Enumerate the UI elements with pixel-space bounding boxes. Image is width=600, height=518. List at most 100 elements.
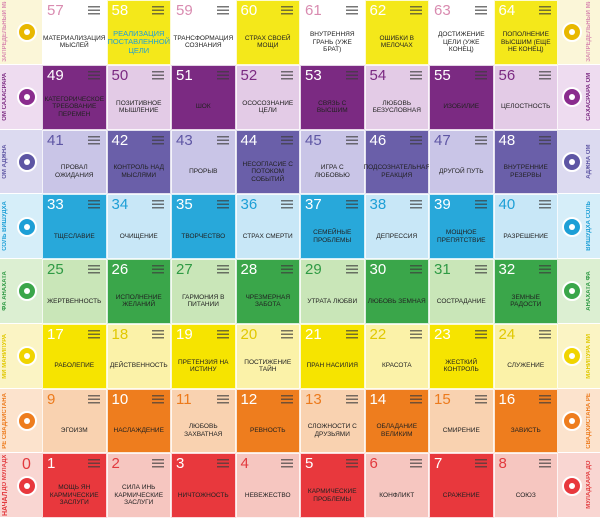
- cell-number: 23: [434, 325, 451, 343]
- cell-number: 8: [498, 455, 507, 473]
- side-panel: МАНИПУРА МИ: [558, 323, 600, 389]
- cell-text: ДОСТИЖЕНИЕ ЦЕЛИ (УЖЕ КОНЕЦ): [437, 31, 485, 54]
- hexagram-icon: [152, 6, 164, 15]
- hexagram-icon: [87, 394, 100, 404]
- cell-text: ОЧИЩЕНИЕ: [119, 232, 158, 240]
- cell-text: НАСЛАЖДЕНИЕ: [113, 427, 164, 435]
- cell-number: 17: [47, 325, 64, 343]
- cell-number: 62: [369, 2, 387, 19]
- hexagram-icon: [474, 394, 487, 404]
- cell-text: ШОК: [195, 103, 211, 111]
- cell-text: СЕМЕЙНЫЕ ПРОБЛЕМЫ: [313, 229, 352, 244]
- hexagram-icon: [216, 329, 229, 339]
- board-cell: 57 МАТЕРИАЛИЗАЦИЯ МЫСЛЕЙ: [42, 0, 107, 65]
- cell-text: СОСТРАДАНИЕ: [436, 297, 486, 305]
- cell-number: 14: [369, 390, 387, 408]
- cell-text: ЛЮБОВЬ БЕЗУСЛОВНАЯ: [372, 99, 421, 115]
- board-cell: 30 ЛЮБОВЬ ЗЕМНАЯ: [364, 259, 429, 324]
- chakra-icon: [17, 281, 37, 302]
- cell-text: ВНУТРЕННИЕ РЕЗЕРВЫ: [503, 164, 548, 179]
- board-cell: 9 ЭГОИЗМ: [42, 388, 107, 454]
- side-panel: ФА АНАХАТА: [0, 259, 42, 324]
- cell-text: СИЛА ИНЬ КАРМИЧЕСКИЕ ЗАСЛУГИ: [114, 484, 164, 507]
- board-cell: 45 ИГРА С ЛЮБОВЬЮ: [300, 129, 365, 195]
- board-cell: 33 ТЩЕСЛАВИЕ: [42, 194, 107, 259]
- chakra-icon: [562, 87, 582, 108]
- hexagram-icon: [281, 459, 293, 469]
- hexagram-icon: [474, 6, 487, 15]
- chakra-label: ОМ АДЖНА: [2, 144, 8, 179]
- cell-text: ЖЕРТВЕННОСТЬ: [47, 297, 102, 305]
- board-cell: 63 ДОСТИЖЕНИЕ ЦЕЛИ (УЖЕ КОНЕЦ): [429, 0, 494, 65]
- cell-number: 43: [176, 131, 193, 149]
- cell-number: 6: [369, 455, 378, 473]
- cell-text: СМИРЕНИЕ: [442, 427, 480, 435]
- board-cell: 4 НЕВЕЖЕСТВО: [235, 453, 300, 518]
- side-panel: РЕ СВАДХИСТАНА: [0, 388, 42, 454]
- cell-text: КОНТРОЛЬ НАД МЫСЛЯМИ: [113, 164, 165, 179]
- board-cell: 48 ВНУТРЕННИЕ РЕЗЕРВЫ: [493, 129, 558, 195]
- cell-number: 35: [176, 196, 193, 214]
- board-cell: 2 СИЛА ИНЬ КАРМИЧЕСКИЕ ЗАСЛУГИ: [106, 453, 171, 518]
- hexagram-icon: [216, 6, 229, 15]
- cell-number: 51: [176, 66, 193, 84]
- cell-number: 12: [240, 390, 258, 408]
- chakra-icon: [17, 151, 37, 172]
- cell-text: НИЧТОЖНОСТЬ: [177, 491, 229, 499]
- cell-number: 52: [240, 66, 258, 84]
- cell-number: 59: [176, 2, 193, 19]
- hexagram-icon: [410, 329, 422, 339]
- hexagram-icon: [345, 135, 358, 145]
- hexagram-icon: [539, 265, 551, 274]
- hexagram-icon: [281, 329, 293, 339]
- cell-text: СТРАХ СВОЕЙ МОЩИ: [244, 34, 291, 50]
- chakra-label: АНАХАТА ФА: [586, 271, 592, 311]
- cell-number: 7: [434, 455, 443, 473]
- hexagram-icon: [87, 459, 100, 469]
- board-cell: 27 ГАРМОНИЯ В ПИТАНИИ: [171, 259, 236, 324]
- cell-number: 57: [47, 2, 64, 19]
- chakra-icon: [562, 151, 582, 172]
- chakra-icon: [17, 216, 37, 237]
- cell-number: 19: [176, 325, 193, 343]
- hexagram-icon: [152, 459, 164, 469]
- cell-text: РЕАЛИЗАЦИЯ ПОСТАВЛЕННОЙ ЦЕЛИ: [107, 28, 171, 55]
- board-cell: 56 ЦЕЛОСТНОСТЬ: [493, 64, 558, 130]
- hexagram-icon: [87, 329, 100, 339]
- cell-number: 1: [47, 455, 56, 473]
- cell-text: КАРМИЧЕСКИЕ ПРОБЛЕМЫ: [307, 488, 357, 503]
- chakra-icon: [17, 22, 37, 43]
- chakra-icon: [17, 475, 37, 496]
- side-panel: СОЛЬ ВИШУДХА: [0, 194, 42, 259]
- cell-number: 40: [498, 196, 516, 214]
- hexagram-icon: [410, 394, 422, 404]
- hexagram-icon: [410, 200, 422, 210]
- hexagram-icon: [539, 459, 551, 469]
- board-cell: 17 РАБОЛЕПИЕ: [42, 323, 107, 389]
- hexagram-icon: [474, 200, 487, 210]
- board-cell: 38 ДЕПРЕССИЯ: [364, 194, 429, 259]
- cell-number: 16: [498, 390, 516, 408]
- board-cell: 46 ПОДСОЗНАТЕЛЬНАЯ РЕАКЦИЯ: [363, 129, 430, 195]
- board-cell: 50 ПОЗИТИВНОЕ МЫШЛЕНИЕ: [106, 64, 171, 130]
- hexagram-icon: [539, 394, 551, 404]
- board-cell: 16 ЗАВИСТЬ: [493, 388, 558, 454]
- chakra-label: МУЛАДХАРА ДО: [586, 460, 592, 510]
- side-panel: ДО МУЛАДХАРА: [0, 453, 42, 518]
- cell-text: УТРАТА ЛЮБВИ: [307, 297, 358, 305]
- board-cell: 23 ЖЕСТКИЙ КОНТРОЛЬ: [429, 323, 494, 389]
- board-cell: 58 РЕАЛИЗАЦИЯ ПОСТАВЛЕННОЙ ЦЕЛИ: [106, 0, 171, 65]
- cell-text: ОБЛАДАНИЕ ВЕЛИКИМ: [376, 423, 418, 438]
- hexagram-icon: [410, 459, 422, 469]
- cell-text: РАЗРЕШЕНИЕ: [503, 232, 549, 240]
- hexagram-icon: [281, 70, 293, 80]
- cell-text: ДРУГОЙ ПУТЬ: [439, 168, 484, 176]
- hexagram-icon: [345, 394, 358, 404]
- cell-number: 28: [240, 261, 258, 278]
- hexagram-icon: [87, 70, 100, 80]
- cell-text: ОШИБКИ В МЕЛОЧАХ: [379, 34, 415, 50]
- cell-text: ИЗОБИЛИЕ: [443, 103, 480, 111]
- chakra-label: ВИШУДХА СОЛЬ: [586, 201, 592, 251]
- cell-text: ТРАНСФОРМАЦИЯ СОЗНАНИЯ: [173, 34, 234, 50]
